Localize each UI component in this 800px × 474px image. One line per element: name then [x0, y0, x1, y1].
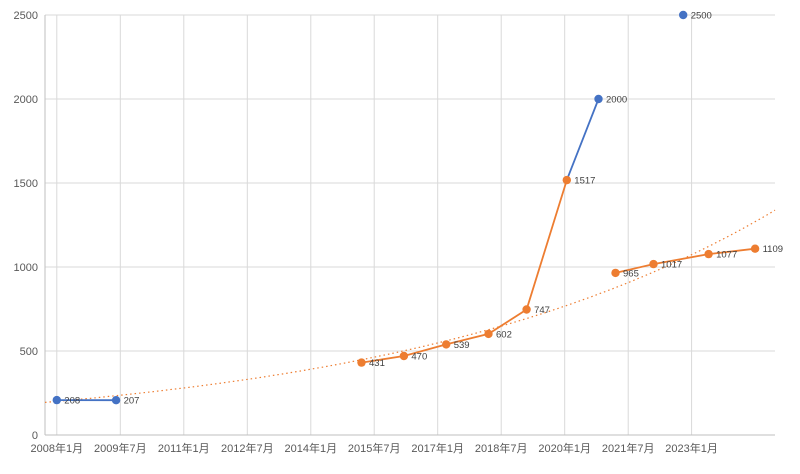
data-point-orange: [399, 351, 409, 361]
point-label: 539: [454, 340, 470, 351]
x-tick-label: 2018年7月: [475, 441, 528, 455]
trendline: [44, 209, 776, 403]
point-label: 208: [64, 396, 80, 407]
series-line-orange: [615, 247, 756, 274]
point-label: 1077: [716, 250, 737, 261]
x-tick-label: 2014年1月: [285, 441, 338, 455]
data-point-orange: [649, 259, 658, 269]
data-point-orange: [704, 249, 713, 259]
data-point-orange: [442, 340, 451, 349]
y-tick-label: 500: [20, 346, 38, 358]
x-tick-label: 2009年7月: [94, 441, 147, 455]
data-point-orange: [750, 244, 760, 253]
point-label: 1017: [661, 260, 682, 271]
data-point-blue: [111, 396, 121, 405]
y-tick-label: 1000: [14, 262, 38, 274]
point-label: 2500: [691, 11, 712, 22]
data-point-orange: [562, 175, 571, 185]
x-tick-label: 2011年1月: [158, 441, 210, 455]
series-line-orange: [361, 179, 568, 364]
series-line-blue: [565, 98, 600, 181]
x-tick-label: 2017年1月: [411, 441, 464, 455]
data-point-orange: [611, 268, 620, 278]
point-label: 207: [124, 396, 140, 407]
point-label: 1109: [763, 244, 783, 255]
point-label: 747: [534, 305, 550, 316]
data-point-blue: [594, 94, 603, 104]
x-tick-label: 2021年7月: [602, 441, 655, 455]
x-tick-label: 2008年1月: [31, 441, 84, 455]
y-tick-label: 0: [32, 430, 38, 442]
y-tick-label: 2000: [14, 94, 38, 106]
y-tick-label: 2500: [14, 10, 38, 22]
x-tick-label: 2020年1月: [538, 441, 591, 455]
x-tick-label: 2023年1月: [665, 441, 718, 455]
point-label: 470: [411, 352, 427, 363]
point-label: 965: [623, 268, 639, 279]
point-label: 2000: [606, 95, 627, 106]
point-label: 1517: [574, 176, 595, 187]
y-tick-label: 1500: [14, 178, 38, 190]
x-tick-label: 2015年7月: [348, 441, 401, 455]
data-point-orange: [357, 358, 366, 367]
point-label: 602: [496, 329, 512, 340]
data-point-blue: [52, 395, 61, 405]
x-tick-label: 2012年7月: [221, 441, 274, 455]
data-point-orange: [484, 329, 493, 339]
point-label: 431: [369, 358, 385, 369]
data-point-orange: [522, 305, 531, 314]
data-point-blue: [679, 10, 688, 20]
